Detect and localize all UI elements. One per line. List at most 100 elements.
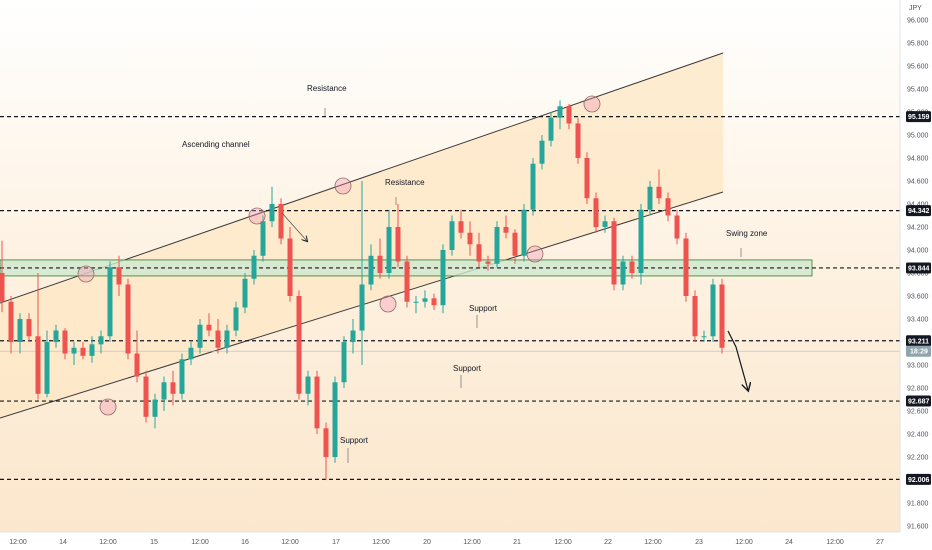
candle (530, 157, 536, 216)
candle-body (89, 344, 95, 356)
candle (0, 240, 5, 313)
annotation-support-2: Support (453, 364, 482, 373)
candle-body (566, 106, 572, 124)
channel-arrow (281, 212, 307, 241)
candle-body (395, 226, 401, 262)
touch-circle (583, 95, 601, 113)
y-tick-label: 94.400 (907, 201, 929, 208)
candle-body (575, 123, 581, 158)
candle (368, 244, 374, 291)
candle-body (449, 221, 455, 250)
candle (683, 232, 689, 302)
candle (503, 215, 509, 239)
level-label-2: 93.844 (906, 262, 931, 274)
x-tick-label: 27 (876, 539, 884, 546)
candle-body (719, 284, 725, 348)
candle (701, 330, 707, 343)
candle-body (431, 298, 437, 306)
level-label-4: 92.687 (906, 395, 931, 407)
candle (467, 221, 473, 256)
candle-body (269, 203, 275, 222)
candle-body (656, 186, 662, 199)
currency-label: JPY (909, 5, 922, 12)
level-label-text: 92.006 (908, 477, 930, 484)
candle (224, 324, 230, 354)
candle-body (359, 284, 365, 331)
time-axis-background (0, 532, 932, 550)
level-label-3: 93.211 (906, 335, 931, 347)
annotation-support-3: Support (340, 436, 369, 445)
level-label-text: 92.687 (908, 399, 930, 406)
candle (539, 134, 545, 170)
x-tick-label: 23 (695, 539, 703, 546)
candle-body (251, 255, 257, 279)
annotation-support-1: Support (469, 304, 498, 313)
candle-body (539, 140, 545, 164)
current-price-label-bg (906, 345, 931, 357)
level-label-1: 94.342 (906, 205, 931, 217)
candle-body (611, 221, 617, 285)
candle (305, 370, 311, 406)
candle (395, 203, 401, 268)
candle (629, 255, 635, 279)
candle (377, 238, 383, 279)
candle (494, 221, 500, 268)
candle-body (305, 376, 311, 394)
candle (620, 255, 626, 291)
candle (422, 290, 428, 308)
level-label-bg (906, 205, 931, 217)
candle-body (260, 221, 266, 256)
candle-body (98, 336, 104, 345)
candle-body (206, 324, 212, 331)
candle (17, 313, 23, 354)
candle (431, 293, 437, 310)
y-tick-label: 96.000 (907, 17, 929, 24)
candle (260, 215, 266, 262)
candle (179, 353, 185, 400)
candle (656, 169, 662, 204)
candle-body (494, 226, 500, 264)
candle-body (665, 198, 671, 216)
touch-circle (526, 245, 544, 263)
candle-body (0, 273, 5, 302)
candle (449, 215, 455, 256)
candle-body (107, 267, 113, 337)
level-label-0: 95.159 (906, 111, 931, 123)
touch-circle (77, 265, 95, 283)
candle-body (602, 221, 608, 227)
candle-body (188, 347, 194, 360)
y-tick-label: 95.800 (907, 40, 929, 47)
candle (458, 209, 464, 239)
x-tick-label: 12:00 (554, 539, 572, 546)
candle (485, 255, 491, 271)
candle (143, 370, 149, 423)
candle (314, 370, 320, 435)
x-tick-label: 12:00 (281, 539, 299, 546)
candle (593, 192, 599, 233)
candle (251, 249, 257, 285)
y-tick-label: 94.000 (907, 247, 929, 254)
x-tick-label: 12:00 (9, 539, 27, 546)
candle (521, 203, 527, 262)
annotation-resistance-mid: Resistance (385, 178, 425, 187)
candle (692, 290, 698, 343)
candle-body (35, 336, 41, 394)
candle (98, 330, 104, 354)
level-label-text: 93.211 (908, 338, 929, 345)
candle-body (413, 301, 419, 303)
level-label-text: 93.844 (908, 265, 930, 272)
candle (170, 370, 176, 406)
candle-body (143, 376, 149, 417)
candle (638, 203, 644, 285)
projection-arrow (727, 330, 748, 390)
candle (512, 229, 518, 264)
y-tick-label: 92.800 (907, 386, 929, 393)
candle (35, 273, 41, 400)
x-tick-label: 12:00 (191, 539, 209, 546)
candle-body (620, 261, 626, 285)
level-label-text: 94.342 (908, 208, 930, 215)
candle (674, 209, 680, 245)
level-label-bg (906, 111, 931, 123)
y-tick-label: 92.200 (907, 455, 929, 462)
